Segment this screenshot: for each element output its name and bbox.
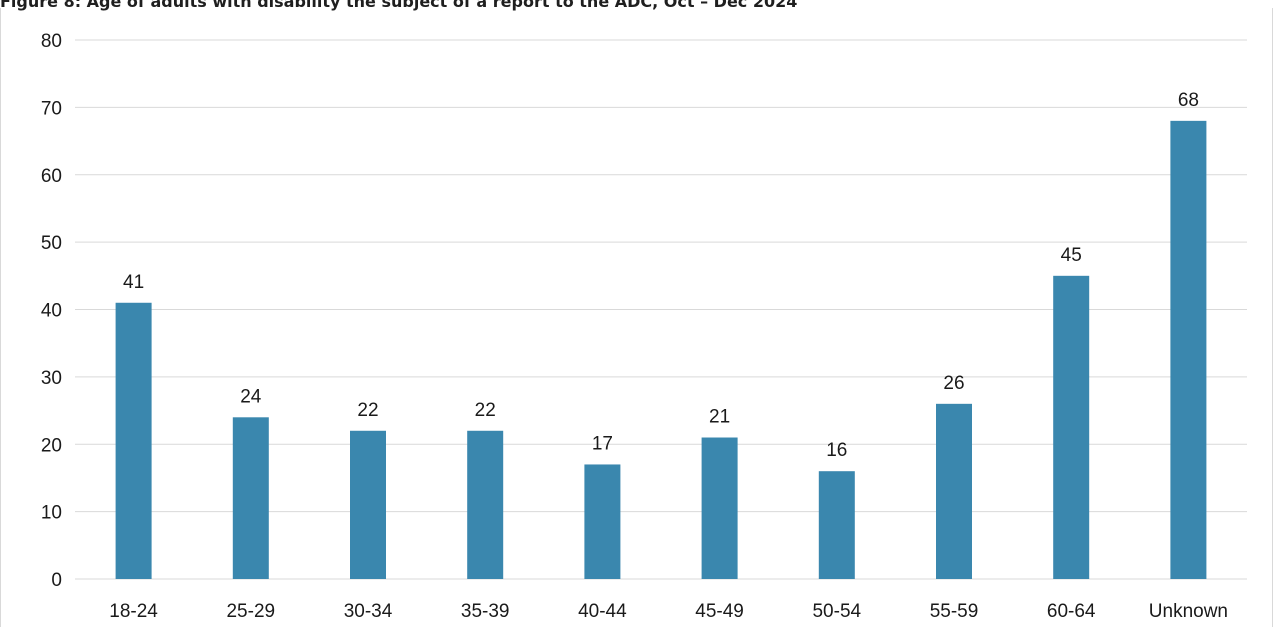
bars <box>115 120 1207 579</box>
data-label: 22 <box>357 400 378 421</box>
y-tick-label: 70 <box>41 98 62 119</box>
y-tick-label: 50 <box>41 233 62 254</box>
x-tick-label: 55-59 <box>930 601 979 622</box>
bar <box>232 417 269 579</box>
x-tick-label: 30-34 <box>344 601 393 622</box>
y-axis-ticks: 0 10 20 30 40 50 60 70 80 <box>41 31 62 591</box>
data-label: 41 <box>123 272 144 293</box>
data-label: 17 <box>592 433 613 454</box>
x-tick-label: 40-44 <box>578 601 627 622</box>
y-tick-label: 30 <box>41 368 62 389</box>
bar <box>467 430 504 579</box>
chart-title: Figure 8: Age of adults with disability … <box>0 0 798 11</box>
x-tick-label: Unknown <box>1149 601 1228 622</box>
gridlines <box>75 39 1247 580</box>
data-label: 45 <box>1061 245 1082 266</box>
x-tick-label: 45-49 <box>695 601 744 622</box>
y-tick-label: 40 <box>41 301 62 322</box>
y-tick-label: 20 <box>41 435 62 456</box>
chart-frame <box>0 8 1273 627</box>
bar <box>584 464 621 579</box>
data-label: 21 <box>709 407 730 428</box>
x-tick-label: 60-64 <box>1047 601 1096 622</box>
x-tick-label: 25-29 <box>226 601 275 622</box>
y-tick-label: 60 <box>41 166 62 187</box>
bar <box>1053 275 1090 579</box>
y-tick-label: 0 <box>51 570 62 591</box>
bar <box>818 471 855 579</box>
y-tick-label: 80 <box>41 31 62 52</box>
y-tick-label: 10 <box>41 503 62 524</box>
data-labels: 41 24 22 22 17 21 16 26 45 68 <box>123 90 1199 461</box>
x-tick-label: 35-39 <box>461 601 510 622</box>
bar <box>1170 120 1207 579</box>
bar <box>701 437 738 579</box>
x-tick-label: 50-54 <box>812 601 861 622</box>
data-label: 26 <box>943 373 964 394</box>
bar <box>350 430 386 579</box>
bar <box>115 302 152 579</box>
data-label: 68 <box>1178 90 1199 111</box>
data-label: 24 <box>240 386 262 407</box>
data-label: 22 <box>475 400 496 421</box>
bar <box>936 403 972 579</box>
x-tick-label: 18-24 <box>109 601 158 622</box>
data-label: 16 <box>826 440 847 461</box>
x-axis-labels: 18-24 25-29 30-34 35-39 40-44 45-49 50-54 55-59… <box>109 601 1228 622</box>
